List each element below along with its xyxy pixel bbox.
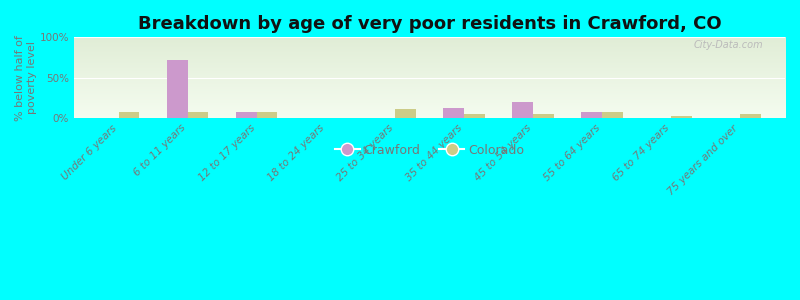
Bar xyxy=(671,116,692,118)
Text: City-Data.com: City-Data.com xyxy=(694,40,764,50)
Bar xyxy=(602,112,622,118)
Bar xyxy=(582,112,602,118)
Bar xyxy=(395,109,415,118)
Bar xyxy=(443,107,464,118)
Bar xyxy=(188,112,208,118)
Y-axis label: % below half of
poverty level: % below half of poverty level xyxy=(15,35,37,121)
Bar xyxy=(118,112,139,118)
Bar xyxy=(464,114,485,118)
Bar xyxy=(740,114,761,118)
Legend: Crawford, Colorado: Crawford, Colorado xyxy=(330,139,529,162)
Title: Breakdown by age of very poor residents in Crawford, CO: Breakdown by age of very poor residents … xyxy=(138,15,721,33)
Bar xyxy=(257,112,278,118)
Bar xyxy=(512,102,533,118)
Bar xyxy=(167,60,188,118)
Bar xyxy=(236,112,257,118)
Bar xyxy=(533,114,554,118)
